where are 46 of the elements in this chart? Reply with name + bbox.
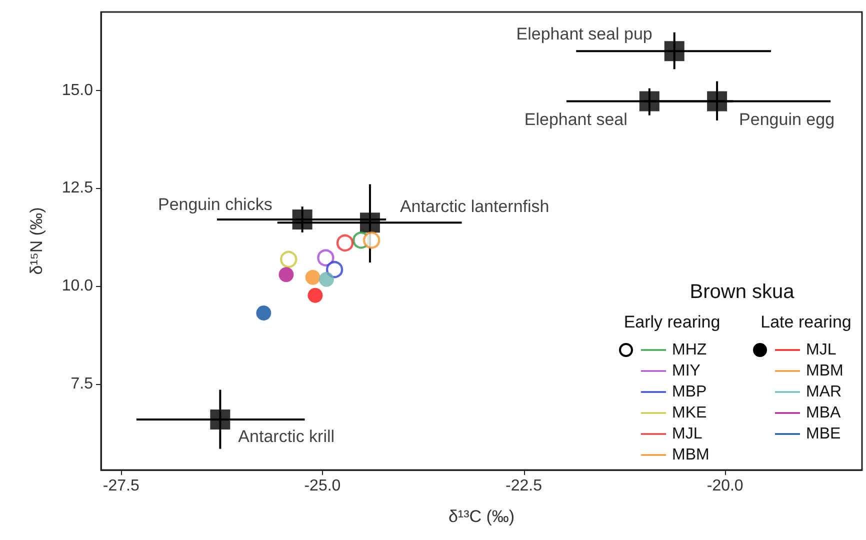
legend-label: MBA (806, 404, 841, 422)
legend-label: MBM (806, 362, 844, 380)
legend-label: MHZ (672, 342, 707, 358)
series-label: Antarctic lanternfish (400, 197, 550, 216)
point (292, 209, 312, 230)
series-label: Penguin chicks (158, 194, 272, 214)
point (308, 288, 323, 303)
point (326, 260, 344, 278)
series-label: Elephant seal (524, 110, 628, 129)
series-label: Antarctic krill (238, 427, 335, 446)
point (360, 212, 380, 233)
legend-label: MIY (672, 362, 701, 380)
point (707, 91, 728, 112)
annotation: Late rearing (760, 312, 852, 332)
legend-label: MJL (672, 426, 702, 442)
legend-label: MBP (672, 384, 707, 400)
x-tick-label: -22.5 (506, 478, 542, 494)
y-tick-label: 10.0 (62, 278, 94, 295)
x-tick-label: -27.5 (102, 478, 140, 494)
legend-label: MJL (806, 342, 836, 358)
y-tick-label: 15.0 (62, 82, 94, 99)
point (280, 250, 298, 268)
point (256, 306, 272, 321)
point (336, 234, 354, 252)
y-tick-label: 7.5 (70, 375, 94, 392)
point (639, 91, 660, 112)
legend-label: MBM (672, 446, 710, 464)
y-axis-title: δ¹⁵N (‰) (27, 207, 46, 275)
legend-title: Brown skua (690, 281, 796, 303)
point (210, 410, 230, 430)
series-label: Penguin egg (739, 110, 835, 129)
y-tick-label: 12.5 (62, 180, 94, 197)
series-label: Elephant seal pup (516, 24, 652, 44)
legend-label: MAR (806, 384, 842, 400)
legend-label: MKE (672, 404, 707, 422)
point (664, 41, 684, 62)
point (318, 272, 334, 287)
x-axis-title: δ¹³C (‰) (448, 507, 515, 526)
point (362, 232, 380, 249)
point (278, 267, 294, 282)
point (317, 249, 334, 266)
legend-label: MBE (806, 426, 841, 442)
annotation: Early rearing (624, 312, 720, 332)
point (305, 270, 320, 285)
x-tick-label: -20.0 (706, 478, 744, 494)
x-tick-label: -25.0 (304, 478, 341, 494)
